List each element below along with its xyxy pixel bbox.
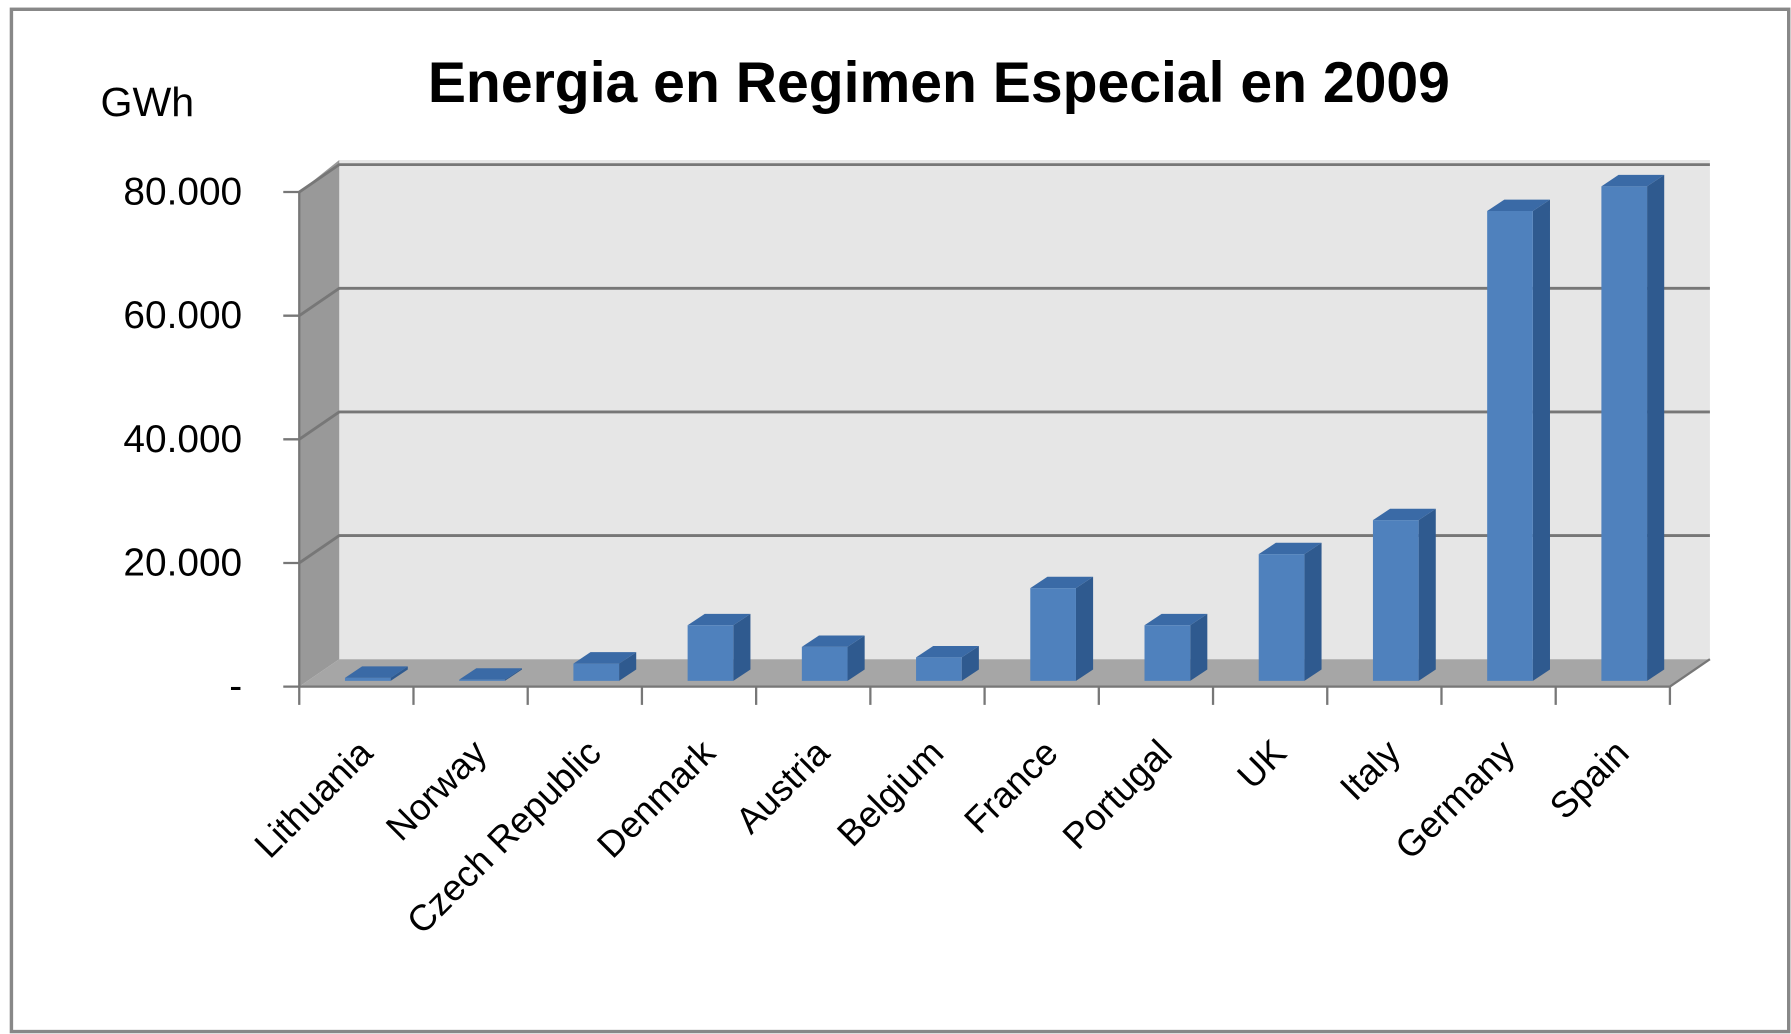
bar-face xyxy=(687,613,751,626)
y-tick-label: 60.000 xyxy=(123,294,242,337)
bar-face xyxy=(459,679,505,681)
bar-face xyxy=(847,635,865,681)
chart-title: Energia en Regimen Especial en 2009 xyxy=(428,51,1450,115)
bar-face xyxy=(916,645,979,658)
grid-line xyxy=(298,163,1710,194)
bar-face xyxy=(1647,174,1665,681)
bar-face xyxy=(1030,588,1076,681)
grid-line xyxy=(298,534,1710,565)
bar-face xyxy=(1418,508,1436,681)
bar-face xyxy=(1532,199,1550,681)
bar-face xyxy=(1487,211,1533,681)
bar-face xyxy=(504,668,522,681)
bar-face xyxy=(573,663,620,681)
side-wall xyxy=(299,160,340,687)
bar-face xyxy=(801,635,865,647)
bar xyxy=(573,652,637,681)
bar-face xyxy=(344,666,408,678)
bar-face xyxy=(1601,186,1648,681)
y-tick-label: 20.000 xyxy=(123,542,242,585)
bar-face xyxy=(733,613,751,681)
bar-face xyxy=(1372,508,1436,521)
bar-face xyxy=(1075,576,1094,681)
bar-face xyxy=(1372,520,1419,681)
bar xyxy=(459,668,522,681)
bar-face xyxy=(1487,199,1550,212)
y-axis-label: GWh xyxy=(101,79,195,125)
floor xyxy=(299,659,1710,687)
bar-face xyxy=(1304,542,1322,681)
bar-face xyxy=(1601,174,1665,187)
grid-line xyxy=(298,410,1710,441)
bar xyxy=(1030,576,1094,681)
bar-face xyxy=(1258,542,1322,555)
bar-face xyxy=(459,668,522,680)
bar xyxy=(916,645,979,681)
bar-face xyxy=(619,652,637,681)
bar-face xyxy=(687,625,734,681)
bar xyxy=(344,666,408,681)
y-tick-label: - xyxy=(229,665,242,708)
bar-face xyxy=(1144,625,1191,681)
bar xyxy=(1144,613,1208,681)
bar xyxy=(1487,199,1550,681)
bar-face xyxy=(961,645,979,681)
bar xyxy=(1601,174,1665,681)
bar-face xyxy=(916,657,962,681)
y-tick-label: 40.000 xyxy=(123,418,242,461)
bar-face xyxy=(390,666,408,681)
bar xyxy=(1372,508,1436,681)
bar-face xyxy=(573,652,637,664)
bar-face xyxy=(1144,613,1208,626)
bar-face xyxy=(1190,613,1208,681)
y-tick-label: 80.000 xyxy=(123,171,242,214)
grid-line xyxy=(298,286,1710,317)
bar-face xyxy=(1258,554,1305,681)
bar xyxy=(801,635,865,681)
bar-face xyxy=(1030,576,1094,589)
bar-face xyxy=(801,646,848,681)
bar xyxy=(1258,542,1322,681)
bar-face xyxy=(344,677,391,681)
bar xyxy=(687,613,751,681)
floor-edge xyxy=(1669,658,1711,688)
